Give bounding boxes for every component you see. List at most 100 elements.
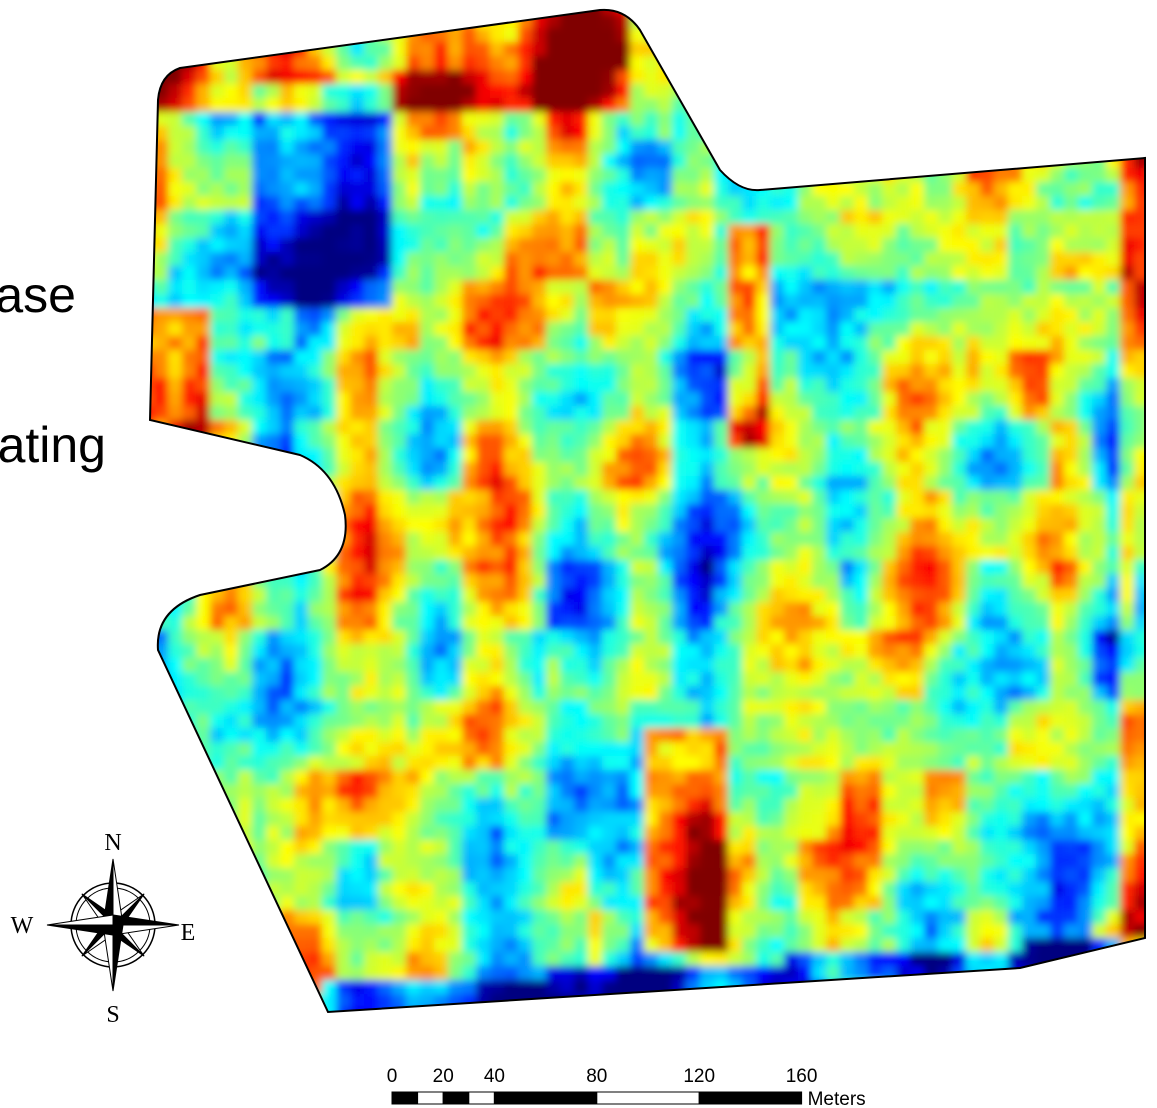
heatmap-cell xyxy=(672,462,687,477)
heatmap-cell xyxy=(364,602,379,617)
heatmap-cell xyxy=(588,462,603,477)
heatmap-cell xyxy=(840,812,855,827)
heatmap-cell xyxy=(490,434,505,449)
heatmap-cell xyxy=(784,280,799,295)
heatmap-cell xyxy=(280,210,295,225)
heatmap-cell xyxy=(350,770,365,785)
heatmap-cell xyxy=(616,868,631,883)
heatmap-cell xyxy=(1078,420,1093,435)
heatmap-cell xyxy=(700,616,715,631)
heatmap-cell xyxy=(826,224,841,239)
heatmap-cell xyxy=(266,14,281,29)
heatmap-cell xyxy=(882,784,897,799)
heatmap-cell xyxy=(1148,126,1157,141)
heatmap-cell xyxy=(378,196,393,211)
heatmap-cell xyxy=(840,266,855,281)
heatmap-cell xyxy=(406,686,421,701)
heatmap-cell xyxy=(938,854,953,869)
heatmap-cell xyxy=(812,168,827,183)
heatmap-cell xyxy=(742,882,757,897)
heatmap-cell xyxy=(1148,406,1157,421)
heatmap-cell xyxy=(196,238,211,253)
heatmap-cell xyxy=(812,448,827,463)
heatmap-cell xyxy=(168,882,183,897)
heatmap-cell xyxy=(1078,840,1093,855)
heatmap-cell xyxy=(532,630,547,645)
heatmap-cell xyxy=(840,518,855,533)
heatmap-cell xyxy=(672,588,687,603)
heatmap-cell xyxy=(1148,728,1157,743)
heatmap-cell xyxy=(546,490,561,505)
heatmap-cell xyxy=(910,224,925,239)
heatmap-cell xyxy=(910,56,925,71)
heatmap-cell xyxy=(700,196,715,211)
heatmap-cell xyxy=(1036,546,1051,561)
heatmap-cell xyxy=(350,658,365,673)
heatmap-cell xyxy=(490,224,505,239)
heatmap-cell xyxy=(364,882,379,897)
heatmap-cell xyxy=(238,378,253,393)
heatmap-cell xyxy=(798,210,813,225)
heatmap-cell xyxy=(630,280,645,295)
heatmap-cell xyxy=(1148,616,1157,631)
heatmap-cell xyxy=(1134,742,1149,757)
heatmap-cell xyxy=(448,168,463,183)
heatmap-cell xyxy=(476,126,491,141)
heatmap-cell xyxy=(714,546,729,561)
heatmap-cell xyxy=(532,168,547,183)
heatmap-cell xyxy=(826,546,841,561)
heatmap-cell xyxy=(154,42,169,57)
heatmap-cell xyxy=(1148,672,1157,687)
heatmap-cell xyxy=(1036,812,1051,827)
heatmap-cell xyxy=(574,364,589,379)
heatmap-cell xyxy=(1092,406,1107,421)
heatmap-cell xyxy=(882,84,897,99)
heatmap-cell xyxy=(322,42,337,57)
heatmap-cell xyxy=(728,714,743,729)
heatmap-cell xyxy=(924,112,939,127)
heatmap-cell xyxy=(518,392,533,407)
heatmap-cell xyxy=(1064,98,1079,113)
heatmap-cell xyxy=(1064,308,1079,323)
heatmap-cell xyxy=(966,448,981,463)
heatmap-cell xyxy=(686,392,701,407)
heatmap-cell xyxy=(196,448,211,463)
heatmap-cell xyxy=(630,630,645,645)
heatmap-cell xyxy=(574,938,589,953)
heatmap-cell xyxy=(350,518,365,533)
heatmap-cell xyxy=(476,798,491,813)
heatmap-cell xyxy=(336,0,351,15)
heatmap-cell xyxy=(210,910,225,925)
heatmap-cell xyxy=(280,280,295,295)
heatmap-cell xyxy=(770,700,785,715)
heatmap-cell xyxy=(448,210,463,225)
heatmap-cell xyxy=(504,840,519,855)
heatmap-cell xyxy=(392,14,407,29)
heatmap-cell xyxy=(896,140,911,155)
heatmap-cell xyxy=(672,644,687,659)
heatmap-cell xyxy=(994,434,1009,449)
heatmap-cell xyxy=(854,476,869,491)
heatmap-cell xyxy=(742,700,757,715)
heatmap-cell xyxy=(910,714,925,729)
heatmap-cell xyxy=(616,196,631,211)
heatmap-cell xyxy=(672,938,687,953)
heatmap-cell xyxy=(854,658,869,673)
heatmap-cell xyxy=(1064,294,1079,309)
heatmap-cell xyxy=(518,350,533,365)
heatmap-cell xyxy=(448,266,463,281)
heatmap-cell xyxy=(798,588,813,603)
heatmap-cell xyxy=(798,602,813,617)
heatmap-cell xyxy=(728,336,743,351)
heatmap-cell xyxy=(1106,336,1121,351)
heatmap-cell xyxy=(420,616,435,631)
heatmap-cell xyxy=(1120,756,1135,771)
heatmap-cell xyxy=(252,924,267,939)
heatmap-cell xyxy=(714,574,729,589)
heatmap-cell xyxy=(1008,14,1023,29)
heatmap-cell xyxy=(924,896,939,911)
heatmap-cell xyxy=(770,728,785,743)
heatmap-cell xyxy=(1120,882,1135,897)
heatmap-cell xyxy=(140,364,155,379)
heatmap-cell xyxy=(868,56,883,71)
